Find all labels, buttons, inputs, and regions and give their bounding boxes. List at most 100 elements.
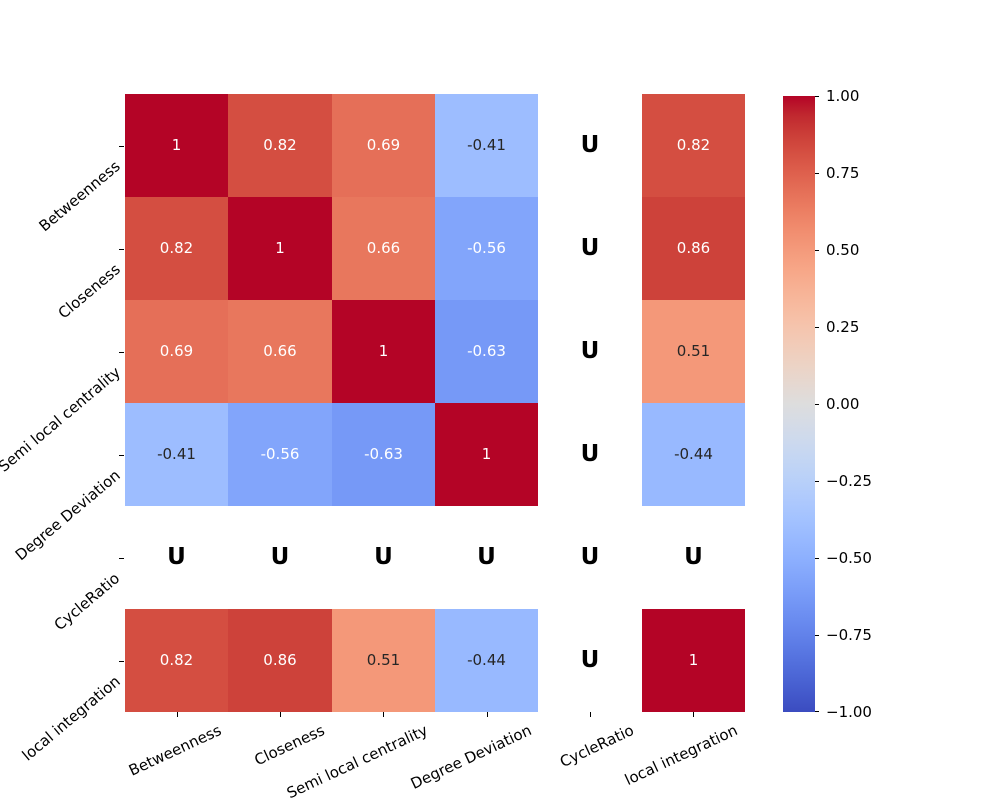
cell-value-label: 1 bbox=[275, 239, 285, 257]
colorbar bbox=[783, 96, 815, 712]
nan-marker-u: U bbox=[580, 132, 600, 158]
colorbar-tick-label: −0.25 bbox=[826, 472, 872, 490]
cell-value-label: -0.56 bbox=[467, 239, 506, 257]
cell-value-label: -0.56 bbox=[260, 445, 300, 463]
heatmap-cell: 0.82 bbox=[125, 609, 228, 712]
heatmap-cell: 0.82 bbox=[228, 94, 332, 197]
heatmap-cell: 0.82 bbox=[125, 197, 228, 300]
heatmap-cell: 0.86 bbox=[642, 197, 745, 300]
x-tick-mark bbox=[487, 712, 488, 717]
cell-value-label: 0.69 bbox=[159, 342, 194, 360]
colorbar-tick-label: 1.00 bbox=[826, 87, 860, 105]
nan-marker-u: U bbox=[580, 338, 600, 364]
nan-marker-u: U bbox=[167, 544, 186, 570]
nan-marker-u: U bbox=[580, 235, 600, 261]
colorbar-tick-mark bbox=[815, 635, 819, 636]
colorbar-tick-mark bbox=[815, 173, 819, 174]
nan-marker-u: U bbox=[477, 544, 496, 570]
heatmap-cell: -0.56 bbox=[228, 403, 332, 506]
heatmap-cell: 1 bbox=[642, 609, 745, 712]
colorbar-tick-mark bbox=[815, 711, 819, 712]
cell-value-label: 0.86 bbox=[676, 239, 711, 257]
x-tick-mark bbox=[177, 712, 178, 717]
cell-value-label: 0.82 bbox=[263, 136, 297, 154]
y-tick-mark bbox=[119, 249, 124, 250]
heatmap-cell: 0.69 bbox=[125, 300, 228, 403]
heatmap-cell: 0.86 bbox=[228, 609, 332, 712]
y-tick-mark bbox=[119, 558, 124, 559]
y-tick-label-local-integration: local integration bbox=[18, 671, 124, 764]
heatmap-cell: U bbox=[538, 197, 642, 300]
colorbar-tick-mark bbox=[815, 481, 819, 482]
y-tick-label-cycleratio: CycleRatio bbox=[51, 568, 124, 634]
y-tick-mark bbox=[119, 352, 124, 353]
cell-value-label: -0.63 bbox=[364, 445, 403, 463]
y-tick-mark bbox=[119, 455, 124, 456]
colorbar-tick-label: −1.00 bbox=[826, 703, 872, 721]
cell-value-label: -0.44 bbox=[674, 445, 713, 463]
y-tick-label-betweenness: Betweenness bbox=[35, 156, 124, 235]
x-tick-mark bbox=[383, 712, 384, 717]
heatmap-cell: -0.44 bbox=[435, 609, 538, 712]
cell-value-label: 0.66 bbox=[263, 342, 297, 360]
heatmap-cell: U bbox=[538, 94, 642, 197]
heatmap-cell: 0.82 bbox=[642, 94, 745, 197]
heatmap-cell: 1 bbox=[435, 403, 538, 506]
x-tick-mark bbox=[280, 712, 281, 717]
heatmap-cell: U bbox=[538, 403, 642, 506]
heatmap-cell: U bbox=[332, 506, 435, 609]
y-tick-label-semi-local-centrality: Semi local centrality bbox=[0, 362, 124, 476]
heatmap-cell: 0.66 bbox=[332, 197, 435, 300]
colorbar-tick-label: 0.50 bbox=[826, 241, 860, 259]
cell-value-label: -0.63 bbox=[467, 342, 506, 360]
cell-value-label: 1 bbox=[481, 445, 492, 463]
y-tick-mark bbox=[119, 146, 124, 147]
nan-marker-u: U bbox=[580, 647, 600, 673]
heatmap-cell: -0.56 bbox=[435, 197, 538, 300]
heatmap-cell: U bbox=[642, 506, 745, 609]
heatmap-cell: -0.63 bbox=[435, 300, 538, 403]
heatmap-cell: -0.44 bbox=[642, 403, 745, 506]
heatmap-cell: 1 bbox=[125, 94, 228, 197]
nan-marker-u: U bbox=[580, 544, 600, 570]
colorbar-tick-label: −0.75 bbox=[826, 626, 872, 644]
cell-value-label: 1 bbox=[378, 342, 389, 360]
heatmap-cell: U bbox=[538, 300, 642, 403]
heatmap-cell: U bbox=[125, 506, 228, 609]
cell-value-label: 0.66 bbox=[366, 239, 401, 257]
heatmap-cell: 1 bbox=[332, 300, 435, 403]
x-tick-label-cycleratio: CycleRatio bbox=[557, 721, 638, 772]
cell-value-label: -0.41 bbox=[467, 136, 506, 154]
nan-marker-u: U bbox=[374, 544, 393, 570]
heatmap-cell: 0.51 bbox=[642, 300, 745, 403]
colorbar-tick-mark bbox=[815, 404, 819, 405]
heatmap-cell: U bbox=[435, 506, 538, 609]
cell-value-label: 0.82 bbox=[676, 136, 711, 154]
heatmap-cell: -0.41 bbox=[125, 403, 228, 506]
heatmap-cell: 1 bbox=[228, 197, 332, 300]
x-tick-mark bbox=[693, 712, 694, 717]
y-tick-label-degree-deviation: Degree Deviation bbox=[11, 465, 124, 564]
cell-value-label: 0.82 bbox=[159, 239, 194, 257]
x-tick-mark bbox=[590, 712, 591, 717]
y-tick-label-closeness: Closeness bbox=[54, 259, 124, 322]
colorbar-tick-label: 0.75 bbox=[826, 164, 860, 182]
heatmap-cell: U bbox=[538, 506, 642, 609]
cell-value-label: -0.44 bbox=[467, 651, 506, 669]
cell-value-label: 0.51 bbox=[366, 651, 401, 669]
heatmap-cell: -0.63 bbox=[332, 403, 435, 506]
colorbar-tick-label: −0.50 bbox=[826, 549, 872, 567]
cell-value-label: 0.51 bbox=[676, 342, 711, 360]
heatmap-cell: U bbox=[538, 609, 642, 712]
x-tick-label-betweenness: Betweenness bbox=[125, 721, 224, 780]
heatmap-cell: 0.69 bbox=[332, 94, 435, 197]
x-tick-label-closeness: Closeness bbox=[251, 721, 328, 770]
heatmap-cell: U bbox=[228, 506, 332, 609]
x-tick-label-local-integration: local integration bbox=[622, 721, 741, 790]
colorbar-tick-mark bbox=[815, 558, 819, 559]
nan-marker-u: U bbox=[684, 544, 703, 570]
heatmap-cell: 0.66 bbox=[228, 300, 332, 403]
colorbar-tick-mark bbox=[815, 327, 819, 328]
cell-value-label: 0.82 bbox=[159, 651, 194, 669]
